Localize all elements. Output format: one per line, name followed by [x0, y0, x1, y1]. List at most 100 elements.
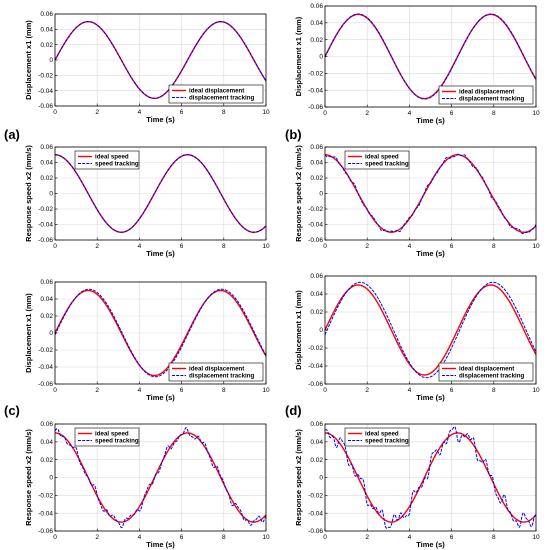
- x-tick-label: 4: [408, 534, 412, 541]
- y-tick-label: 0.06: [310, 3, 323, 10]
- x-tick-label: 8: [222, 243, 226, 250]
- legend-box: [168, 84, 264, 104]
- x-tick-label: 4: [408, 387, 412, 394]
- y-tick-label: 0.02: [310, 457, 323, 464]
- legend-box: [344, 427, 410, 447]
- y-tick-label: -0.04: [308, 510, 323, 517]
- x-tick-label: 10: [262, 387, 270, 394]
- y-tick-label: -0.02: [308, 71, 323, 78]
- x-tick-label: 8: [492, 387, 496, 394]
- y-tick-label: 0.02: [40, 313, 53, 320]
- y-tick-label: 0.04: [40, 439, 53, 446]
- chart-panel-2: 0 2 4 6 8 10 -0.06 -0.04 -0.02 0 0.02 0.04 0.06 Time …: [294, 3, 540, 125]
- legend-entry: speed tracking: [95, 161, 139, 168]
- x-tick-label: 0: [53, 243, 57, 250]
- legend-entry: ideal speed: [365, 154, 399, 161]
- y-tick-label: 0.04: [40, 27, 53, 34]
- x-tick-label: 0: [323, 534, 327, 541]
- x-axis-label: Time (s): [146, 249, 175, 258]
- y-tick-label: 0.04: [40, 160, 53, 167]
- y-tick-label: -0.06: [38, 528, 53, 535]
- y-axis-label: Displacement x1 (mm): [294, 16, 303, 96]
- x-axis-label: Time (s): [416, 393, 445, 402]
- chart-panel-5: 0 2 4 6 8 10 -0.06 -0.04 -0.02 0 0.02 0.04 0.06 Time …: [24, 279, 270, 402]
- legend-box: [438, 362, 534, 382]
- legend-entry: ideal displacement: [459, 366, 514, 373]
- legend-entry: ideal speed: [95, 431, 129, 438]
- y-tick-label: 0.02: [310, 37, 323, 44]
- legend-entry: speed tracking: [95, 438, 139, 445]
- legend-entry: ideal displacement: [189, 88, 244, 95]
- series-line-tracking: [54, 288, 267, 378]
- series-line-tracking: [54, 21, 267, 99]
- x-axis-label: Time (s): [146, 115, 175, 124]
- series-line-ideal: [54, 289, 267, 377]
- x-axis-label: Time (s): [146, 393, 175, 402]
- x-tick-label: 8: [492, 534, 496, 541]
- x-tick-label: 8: [492, 110, 496, 117]
- x-tick-label: 0: [323, 243, 327, 250]
- y-tick-label: 0: [319, 327, 323, 334]
- y-tick-label: -0.06: [308, 237, 323, 244]
- x-tick-label: 6: [450, 110, 454, 117]
- legend-box: [74, 150, 140, 170]
- legend-entry: speed tracking: [365, 161, 409, 168]
- panel-label-c: (c): [4, 403, 20, 418]
- chart-panel-6: 0 2 4 6 8 10 -0.06 -0.04 -0.02 0 0.02 0.04 0.06 Time …: [294, 273, 540, 402]
- y-tick-label: -0.06: [38, 237, 53, 244]
- y-axis-label: Response speed x2 (mm/s): [24, 429, 33, 526]
- panel-label-d: (d): [285, 403, 302, 418]
- y-tick-label: 0.04: [310, 439, 323, 446]
- series-line-tracking: [54, 427, 267, 529]
- y-tick-label: 0.04: [310, 291, 323, 298]
- panel-label-b: (b): [285, 127, 302, 142]
- y-axis-label: Displacement x1 (mm): [24, 293, 33, 373]
- x-tick-label: 10: [262, 243, 270, 250]
- y-tick-label: 0.06: [40, 11, 53, 18]
- x-tick-label: 6: [180, 243, 184, 250]
- series-line-tracking: [324, 426, 537, 529]
- panel-label-a: (a): [4, 127, 20, 142]
- series-line-tracking: [324, 153, 537, 235]
- y-tick-label: -0.02: [38, 493, 53, 500]
- y-tick-label: 0: [49, 330, 53, 337]
- y-tick-label: 0.06: [40, 421, 53, 428]
- y-tick-label: -0.04: [308, 87, 323, 94]
- y-tick-label: 0.02: [40, 457, 53, 464]
- y-tick-label: -0.02: [308, 206, 323, 213]
- legend-entry: ideal displacement: [189, 366, 244, 373]
- y-axis-label: Response speed x2 (mm/s): [294, 145, 303, 242]
- x-tick-label: 2: [365, 387, 369, 394]
- y-tick-label: -0.04: [38, 88, 53, 95]
- x-tick-label: 6: [450, 387, 454, 394]
- x-tick-label: 2: [95, 387, 99, 394]
- series-line-tracking: [324, 281, 537, 379]
- y-tick-label: 0: [49, 57, 53, 64]
- x-tick-label: 6: [450, 534, 454, 541]
- legend-entry: ideal speed: [365, 431, 399, 438]
- y-tick-label: -0.04: [38, 510, 53, 517]
- x-tick-label: 8: [492, 243, 496, 250]
- x-axis-label: Time (s): [146, 540, 175, 549]
- x-tick-label: 8: [222, 387, 226, 394]
- x-tick-label: 4: [408, 243, 412, 250]
- x-tick-label: 6: [180, 109, 184, 116]
- x-tick-label: 0: [323, 110, 327, 117]
- x-tick-label: 10: [532, 534, 540, 541]
- y-tick-label: 0.02: [310, 309, 323, 316]
- x-tick-label: 10: [262, 534, 270, 541]
- x-tick-label: 0: [53, 109, 57, 116]
- series-line-tracking: [324, 13, 537, 100]
- y-axis-label: Displacement x1 (mm): [24, 20, 33, 100]
- legend-entry: displacement tracking: [459, 373, 525, 380]
- y-tick-label: 0.02: [310, 175, 323, 182]
- y-tick-label: 0: [319, 475, 323, 482]
- x-tick-label: 2: [365, 243, 369, 250]
- y-tick-label: 0: [319, 191, 323, 198]
